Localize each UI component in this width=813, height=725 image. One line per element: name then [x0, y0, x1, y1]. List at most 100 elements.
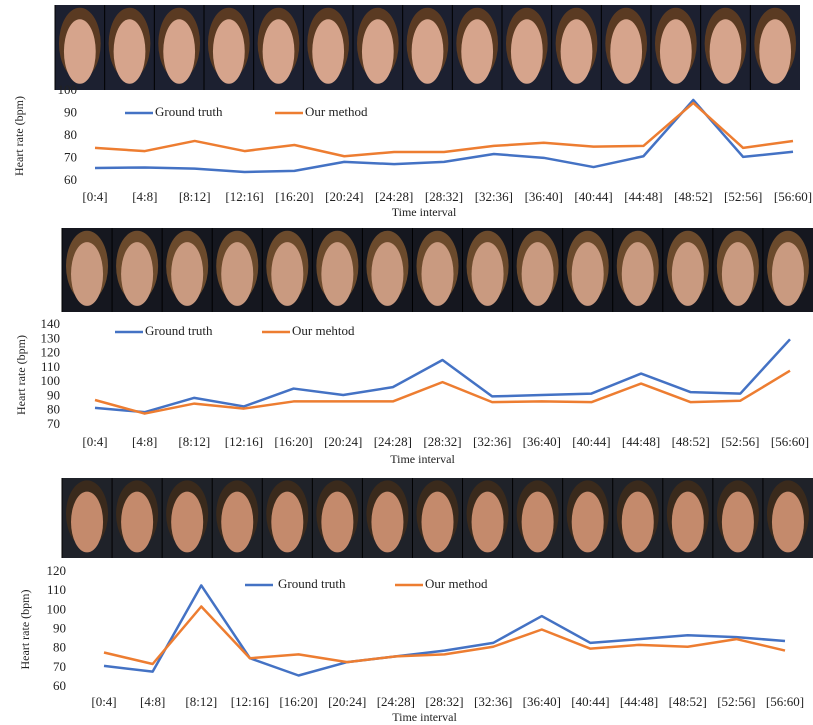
- x-tick-label: [44:48]: [622, 434, 660, 449]
- face: [561, 19, 593, 84]
- y-tick-label: 90: [53, 620, 66, 635]
- legend-label: Ground truth: [155, 104, 223, 119]
- x-tick-label: [20:24]: [328, 694, 366, 709]
- face: [171, 242, 203, 306]
- x-tick-label: [32:36]: [473, 434, 511, 449]
- y-tick-label: 120: [41, 345, 61, 360]
- face: [759, 19, 791, 84]
- face: [71, 492, 103, 553]
- face: [522, 492, 554, 553]
- y-axis-label: Heart rate (bpm): [14, 335, 28, 415]
- face: [472, 242, 504, 306]
- face: [64, 19, 96, 84]
- x-tick-label: [16:20]: [279, 694, 317, 709]
- x-tick-label: [8:12]: [178, 434, 210, 449]
- x-tick-label: [8:12]: [179, 189, 211, 204]
- series-line: [104, 585, 785, 675]
- face: [121, 492, 153, 553]
- x-tick-label: [12:16]: [225, 434, 263, 449]
- x-tick-label: [40:44]: [571, 694, 609, 709]
- y-tick-label: 90: [47, 387, 60, 402]
- face: [660, 19, 692, 84]
- x-tick-label: [16:20]: [275, 189, 313, 204]
- x-tick-label: [24:28]: [377, 694, 415, 709]
- x-tick-label: [32:36]: [474, 694, 512, 709]
- face: [321, 242, 353, 306]
- x-tick-label: [4:8]: [132, 434, 157, 449]
- face: [461, 19, 493, 84]
- y-tick-label: 80: [64, 127, 77, 142]
- face: [772, 242, 804, 306]
- y-axis-label: Heart rate (bpm): [18, 590, 32, 670]
- face: [321, 492, 353, 553]
- x-tick-label: [56:60]: [774, 189, 812, 204]
- series-line: [95, 371, 790, 414]
- face: [672, 492, 704, 553]
- x-tick-label: [20:24]: [324, 434, 362, 449]
- x-tick-label: [40:44]: [574, 189, 612, 204]
- y-tick-label: 60: [64, 172, 77, 187]
- x-tick-label: [0:4]: [82, 434, 107, 449]
- face: [622, 492, 654, 553]
- legend-label: Our method: [425, 576, 488, 591]
- y-tick-label: 100: [47, 601, 67, 616]
- y-tick-label: 90: [64, 104, 77, 119]
- y-tick-label: 70: [64, 149, 77, 164]
- face: [722, 242, 754, 306]
- x-tick-label: [36:40]: [525, 189, 563, 204]
- face: [213, 19, 245, 84]
- x-tick-label: [36:40]: [523, 694, 561, 709]
- x-tick-label: [56:60]: [771, 434, 809, 449]
- face: [672, 242, 704, 306]
- face: [522, 242, 554, 306]
- x-tick-label: [12:16]: [231, 694, 269, 709]
- y-tick-label: 130: [41, 330, 61, 345]
- x-tick-label: [48:52]: [674, 189, 712, 204]
- face: [171, 492, 203, 553]
- y-tick-label: 70: [47, 416, 60, 431]
- face: [472, 492, 504, 553]
- x-tick-label: [28:32]: [423, 434, 461, 449]
- y-tick-label: 60: [53, 678, 66, 693]
- x-tick-label: [32:36]: [475, 189, 513, 204]
- legend-label: Our method: [305, 104, 368, 119]
- x-tick-label: [24:28]: [374, 434, 412, 449]
- face: [121, 242, 153, 306]
- face: [772, 492, 804, 553]
- legend-label: Ground truth: [145, 323, 213, 338]
- x-tick-label: [20:24]: [325, 189, 363, 204]
- x-tick-label: [12:16]: [225, 189, 263, 204]
- x-tick-label: [52:56]: [717, 694, 755, 709]
- x-tick-label: [28:32]: [425, 189, 463, 204]
- x-tick-label: [48:52]: [669, 694, 707, 709]
- x-tick-label: [44:48]: [620, 694, 658, 709]
- y-tick-label: 100: [41, 373, 61, 388]
- legend-label: Ground truth: [278, 576, 346, 591]
- x-tick-label: [36:40]: [523, 434, 561, 449]
- y-tick-label: 140: [41, 316, 61, 331]
- face: [421, 492, 453, 553]
- y-tick-label: 80: [53, 640, 66, 655]
- face: [421, 242, 453, 306]
- x-tick-label: [52:56]: [724, 189, 762, 204]
- face: [610, 19, 642, 84]
- x-tick-label: [48:52]: [672, 434, 710, 449]
- y-tick-label: 70: [53, 659, 66, 674]
- face: [163, 19, 195, 84]
- x-tick-label: [44:48]: [624, 189, 662, 204]
- x-tick-label: [56:60]: [766, 694, 804, 709]
- face: [371, 242, 403, 306]
- y-tick-label: 110: [47, 582, 66, 597]
- x-tick-label: [4:8]: [132, 189, 157, 204]
- x-tick-label: [52:56]: [721, 434, 759, 449]
- face: [371, 492, 403, 553]
- y-tick-label: 80: [47, 402, 60, 417]
- x-axis-label: Time interval: [392, 710, 457, 724]
- x-tick-label: [40:44]: [572, 434, 610, 449]
- figure: 60708090100[0:4][4:8][8:12][12:16][16:20…: [0, 0, 813, 725]
- x-tick-label: [0:4]: [91, 694, 116, 709]
- face: [221, 242, 253, 306]
- face: [572, 242, 604, 306]
- face: [312, 19, 344, 84]
- face: [722, 492, 754, 553]
